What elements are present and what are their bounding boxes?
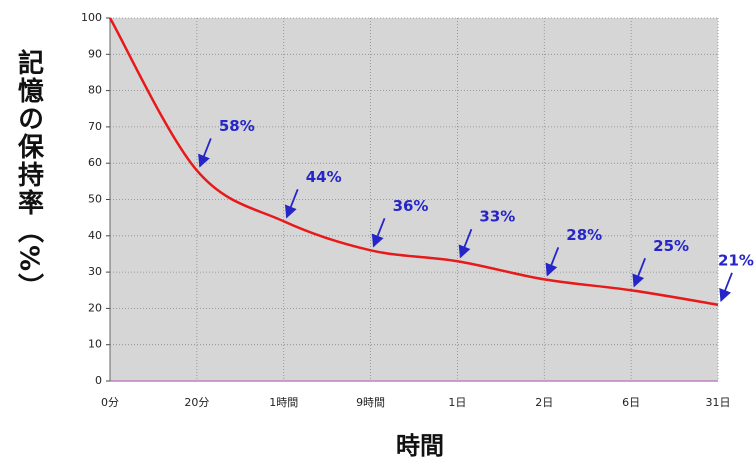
x-tick-label: 31日	[706, 396, 731, 409]
value-label: 44%	[306, 168, 342, 186]
line	[108, 17, 719, 307]
x-tick-label: 6日	[622, 396, 640, 409]
x-tick-label: 9時間	[356, 396, 385, 409]
y-tick-label: 100	[81, 11, 102, 24]
label-arrow	[458, 228, 473, 259]
y-tick-label: 90	[88, 47, 102, 60]
y-tick-label: 0	[95, 374, 102, 387]
x-axis-label: 時間	[396, 432, 444, 460]
y-tick-label: 50	[88, 193, 102, 206]
x-tick-label: 1日	[448, 396, 466, 409]
label-arrow	[371, 217, 386, 248]
value-label: 25%	[653, 237, 689, 255]
value-label: 28%	[566, 226, 602, 244]
y-tick-label: 70	[88, 120, 102, 133]
x-tick-label: 0分	[101, 396, 119, 409]
y-tick-label: 20	[88, 301, 102, 314]
label-arrow	[719, 272, 733, 302]
label-arrow	[632, 257, 646, 288]
x-tick-label: 20分	[184, 396, 209, 409]
x-tick-label: 2日	[535, 396, 553, 409]
label-arrow	[284, 188, 299, 219]
value-label: 21%	[718, 251, 754, 269]
x-tick-label: 1時間	[269, 396, 298, 409]
y-axis-label: 記憶の保持率（%）	[14, 48, 45, 301]
label-arrow	[198, 138, 212, 168]
value-label: 36%	[393, 197, 429, 215]
value-label: 58%	[219, 117, 255, 135]
y-tick-label: 80	[88, 84, 102, 97]
y-tick-label: 40	[88, 229, 102, 242]
y-tick-label: 60	[88, 156, 102, 169]
y-tick-label: 30	[88, 265, 102, 278]
value-label: 33%	[479, 208, 515, 226]
label-arrow	[545, 247, 560, 277]
y-tick-label: 10	[88, 338, 102, 351]
